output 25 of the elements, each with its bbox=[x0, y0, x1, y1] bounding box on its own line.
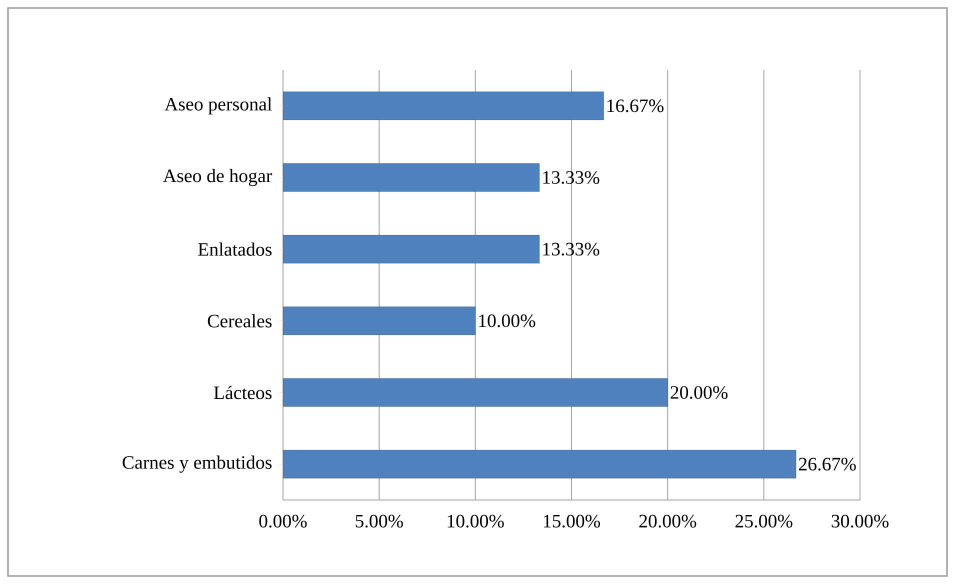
x-tick-label: 30.00% bbox=[832, 514, 889, 528]
x-tick-label: 25.00% bbox=[735, 514, 792, 528]
y-tick-label: Carnes y embutidos bbox=[122, 456, 272, 473]
bar bbox=[283, 450, 796, 478]
data-label: 10.00% bbox=[479, 314, 536, 328]
x-tick-label: 20.00% bbox=[639, 514, 696, 528]
x-tick-label: 5.00% bbox=[356, 514, 403, 528]
data-label: 26.67% bbox=[798, 458, 856, 471]
bar bbox=[283, 163, 540, 192]
bar bbox=[283, 92, 604, 120]
data-label: 16.67% bbox=[607, 99, 664, 112]
x-tick-label: 0.00% bbox=[259, 514, 307, 528]
y-tick-label: Lácteos bbox=[214, 386, 272, 400]
y-tick-label: Cereales bbox=[208, 314, 272, 328]
bar bbox=[283, 378, 668, 407]
bar bbox=[283, 306, 476, 336]
y-tick-label: Aseo personal bbox=[164, 97, 272, 114]
y-tick-label: Aseo de hogar bbox=[163, 168, 272, 186]
x-tick-label: 15.00% bbox=[544, 514, 600, 528]
x-tick-label: 10.00% bbox=[448, 514, 504, 528]
data-label: 20.00% bbox=[670, 386, 728, 399]
data-label: 13.33% bbox=[543, 171, 600, 184]
bar bbox=[283, 234, 540, 264]
data-label: 13.33% bbox=[543, 242, 600, 256]
y-tick-label: Enlatados bbox=[198, 242, 272, 256]
